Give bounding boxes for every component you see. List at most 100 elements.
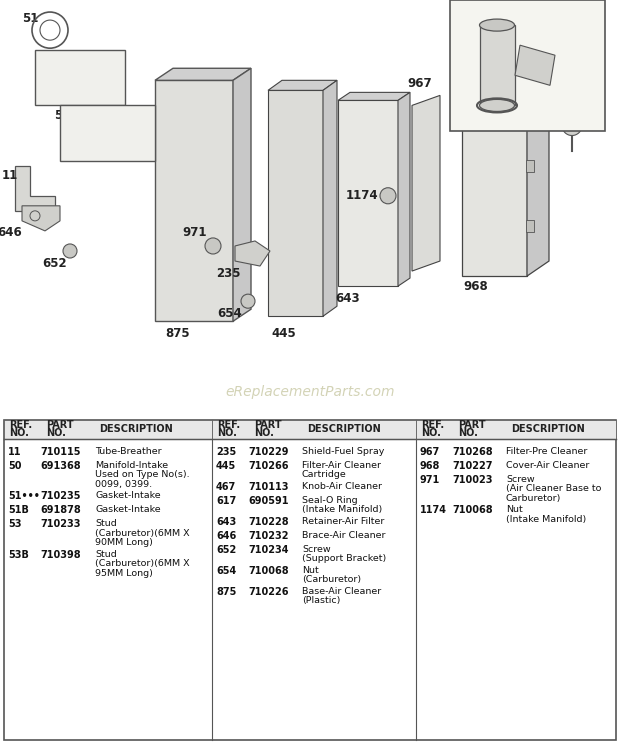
Text: Seal-O Ring: Seal-O Ring xyxy=(302,496,358,504)
Text: NO.: NO. xyxy=(46,428,66,437)
Text: 51B: 51B xyxy=(536,86,560,95)
Text: 53: 53 xyxy=(8,519,22,529)
Text: Gasket-Intake: Gasket-Intake xyxy=(95,505,161,514)
Text: 967: 967 xyxy=(408,77,432,90)
Text: 971: 971 xyxy=(420,475,440,484)
Text: 51B: 51B xyxy=(8,505,29,516)
Text: Shield-Fuel Spray: Shield-Fuel Spray xyxy=(302,446,384,455)
Polygon shape xyxy=(235,241,270,266)
Circle shape xyxy=(241,294,255,308)
Text: 11: 11 xyxy=(8,446,22,457)
Text: Knob-Air Cleaner: Knob-Air Cleaner xyxy=(302,481,382,491)
Text: 710115: 710115 xyxy=(40,446,81,457)
Bar xyxy=(526,109,534,121)
Text: Tube-Breather: Tube-Breather xyxy=(95,446,162,455)
Text: 710227: 710227 xyxy=(452,461,492,471)
Text: 710068: 710068 xyxy=(452,505,493,516)
Text: 654: 654 xyxy=(218,307,242,320)
Polygon shape xyxy=(233,68,251,321)
Polygon shape xyxy=(338,92,410,100)
Polygon shape xyxy=(462,60,527,276)
Text: Stud: Stud xyxy=(95,519,117,528)
Text: Filter-Air Cleaner: Filter-Air Cleaner xyxy=(302,461,381,469)
Text: 0099, 0399.: 0099, 0399. xyxy=(95,480,152,489)
Text: Cover-Air Cleaner: Cover-Air Cleaner xyxy=(506,461,590,469)
Text: Nut: Nut xyxy=(302,565,319,575)
Text: NO.: NO. xyxy=(9,428,29,437)
Text: 53B: 53B xyxy=(55,109,80,122)
Text: 1174: 1174 xyxy=(346,189,378,202)
Polygon shape xyxy=(338,100,398,286)
Polygon shape xyxy=(268,80,337,90)
Text: 11: 11 xyxy=(2,169,18,182)
Text: Brace-Air Cleaner: Brace-Air Cleaner xyxy=(302,530,386,539)
Bar xyxy=(450,0,605,130)
Ellipse shape xyxy=(479,19,515,31)
Text: DESCRIPTION: DESCRIPTION xyxy=(99,423,173,434)
Text: 53B: 53B xyxy=(8,550,29,559)
Circle shape xyxy=(380,187,396,204)
Text: (Carburetor)(6MM X: (Carburetor)(6MM X xyxy=(95,529,190,538)
Polygon shape xyxy=(15,166,55,211)
Text: (Support Bracket): (Support Bracket) xyxy=(302,554,386,563)
Text: Screw: Screw xyxy=(506,475,534,484)
Polygon shape xyxy=(527,45,549,276)
Text: 235: 235 xyxy=(216,446,236,457)
Text: Gasket-Intake: Gasket-Intake xyxy=(95,491,161,500)
Text: 646: 646 xyxy=(216,530,236,541)
Text: 691878: 691878 xyxy=(40,505,81,516)
Text: 654: 654 xyxy=(216,565,236,576)
Polygon shape xyxy=(462,45,549,60)
Text: 875: 875 xyxy=(166,327,190,340)
Text: 967: 967 xyxy=(420,446,440,457)
Polygon shape xyxy=(398,92,410,286)
Polygon shape xyxy=(515,45,555,86)
Text: (Air Cleaner Base to: (Air Cleaner Base to xyxy=(506,484,601,493)
Text: 710268: 710268 xyxy=(452,446,493,457)
Text: 710233: 710233 xyxy=(40,519,81,529)
Text: (Intake Manifold): (Intake Manifold) xyxy=(506,515,587,524)
Text: DESCRIPTION: DESCRIPTION xyxy=(307,423,381,434)
Text: Carburetor): Carburetor) xyxy=(506,494,561,503)
Text: 710068: 710068 xyxy=(248,565,289,576)
Text: 646: 646 xyxy=(0,226,22,240)
Text: 710023: 710023 xyxy=(452,475,492,484)
Text: 51: 51 xyxy=(22,12,38,25)
Text: 652: 652 xyxy=(43,257,68,269)
Text: 643: 643 xyxy=(335,292,360,305)
Text: Used on Type No(s).: Used on Type No(s). xyxy=(95,470,190,479)
Text: Stud: Stud xyxy=(95,550,117,559)
Text: (Carburetor)(6MM X: (Carburetor)(6MM X xyxy=(95,559,190,568)
Text: DESCRIPTION: DESCRIPTION xyxy=(511,423,585,434)
Text: 51•••: 51••• xyxy=(8,491,40,501)
Polygon shape xyxy=(155,68,251,80)
Text: 1174: 1174 xyxy=(420,505,447,516)
Text: NO.: NO. xyxy=(421,428,441,437)
Text: (Plastic): (Plastic) xyxy=(302,597,340,606)
Text: 50: 50 xyxy=(450,1,466,13)
Text: 710113: 710113 xyxy=(248,481,288,492)
Text: Manifold-Intake: Manifold-Intake xyxy=(95,461,168,469)
Text: 710266: 710266 xyxy=(248,461,288,471)
Bar xyxy=(526,160,534,172)
Bar xyxy=(35,50,125,106)
Text: 691368: 691368 xyxy=(40,461,81,471)
Polygon shape xyxy=(268,90,323,316)
Bar xyxy=(4,420,212,439)
Text: 95MM Long): 95MM Long) xyxy=(95,569,153,578)
Text: Filter-Pre Cleaner: Filter-Pre Cleaner xyxy=(506,446,587,455)
Text: Screw: Screw xyxy=(302,545,330,554)
Text: 617: 617 xyxy=(216,496,236,506)
Text: 875: 875 xyxy=(216,587,236,597)
Text: 710235: 710235 xyxy=(40,491,81,501)
Text: 445: 445 xyxy=(216,461,236,471)
Bar xyxy=(60,106,155,161)
Ellipse shape xyxy=(479,100,515,112)
Bar xyxy=(480,25,515,106)
Text: 710226: 710226 xyxy=(248,587,288,597)
Text: 710229: 710229 xyxy=(248,446,288,457)
Text: PART: PART xyxy=(46,420,74,429)
Text: REF.: REF. xyxy=(9,420,32,429)
Text: eReplacementParts.com: eReplacementParts.com xyxy=(225,385,395,399)
Text: 710398: 710398 xyxy=(40,550,81,559)
